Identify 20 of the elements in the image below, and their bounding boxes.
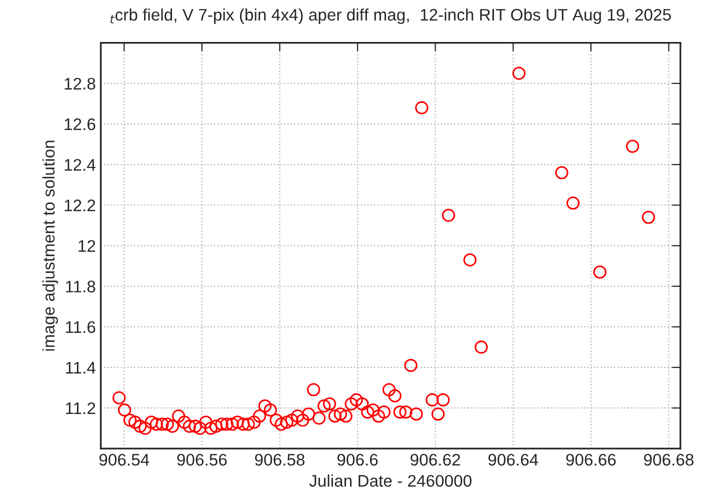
y-tick-label: 12 <box>78 240 96 252</box>
x-tick-label: 906.62 <box>410 454 460 466</box>
y-tick-label: 11.8 <box>66 280 96 292</box>
x-tick-label: 906.58 <box>255 454 305 466</box>
y-tick-label: 12.6 <box>64 118 96 130</box>
y-tick-label: 11.4 <box>66 362 96 374</box>
x-tick-label: 906.6 <box>337 454 378 466</box>
x-tick-label: 906.66 <box>566 454 616 466</box>
x-tick-label: 906.64 <box>488 454 538 466</box>
y-tick-label: 11.2 <box>66 402 96 414</box>
x-tick-label: 906.56 <box>177 454 227 466</box>
y-axis-title: image adjustment to solution <box>42 140 58 351</box>
y-tick-label: 12.8 <box>64 78 96 90</box>
chart-title: $_{t}$crb field, V 7-pix (bin 4x4) aper diff mag, 12-inch RIT Obs UT Aug 19, 2025 <box>110 8 671 24</box>
y-tick-label: 12.4 <box>64 158 96 171</box>
x-tick-label: 906.54 <box>99 454 150 466</box>
x-axis-title: Julian Date - 2460000 <box>309 474 472 487</box>
y-tick-label: 12.2 <box>64 200 96 212</box>
x-tick-label: 906.68 <box>644 454 694 466</box>
y-tick-label: 11.6 <box>66 321 96 334</box>
